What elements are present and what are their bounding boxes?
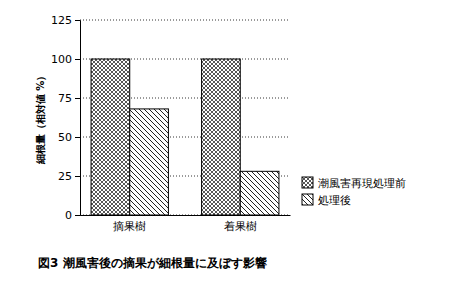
y-tick: 50 — [58, 131, 80, 144]
bars — [91, 59, 279, 215]
grid — [80, 20, 290, 215]
legend-swatch — [302, 194, 313, 205]
x-tick-label: 摘果樹 — [113, 220, 146, 233]
x-tick-label: 着果樹 — [224, 220, 257, 233]
bar — [202, 59, 241, 215]
y-tick-label: 50 — [58, 131, 72, 144]
bar — [240, 171, 279, 215]
y-axis: 0 25 50 75 100 125 — [51, 14, 81, 222]
legend-item: 処理後 — [302, 194, 351, 207]
y-tick-label: 25 — [58, 170, 72, 183]
legend-swatch — [302, 177, 313, 188]
plot: 0 25 50 75 100 125 摘果樹 着果樹 — [51, 14, 291, 233]
chart: 0 25 50 75 100 125 摘果樹 着果樹 細根量（相対値 %） 潮風害再現処理前処理後… — [0, 0, 455, 289]
bar — [130, 109, 169, 215]
x-tick: 摘果樹 — [113, 215, 146, 233]
legend-label: 潮風害再現処理前 — [318, 177, 406, 190]
grid-line — [80, 20, 290, 21]
x-tick: 着果樹 — [224, 215, 257, 233]
y-tick-mark — [75, 137, 80, 138]
title: 図3 潮風害後の摘果が細根量に及ぼす影響 — [38, 256, 267, 270]
y-tick-label: 100 — [51, 53, 72, 66]
legend-label: 処理後 — [318, 194, 351, 207]
x-axis-line — [81, 215, 291, 216]
y-tick-mark — [75, 59, 80, 60]
x-axis: 摘果樹 着果樹 — [81, 215, 291, 233]
y-tick-mark — [75, 20, 80, 21]
y-tick-mark — [75, 98, 80, 99]
y-tick: 100 — [51, 53, 80, 66]
bar — [91, 59, 130, 215]
y-tick-label: 75 — [58, 92, 72, 105]
y-tick: 25 — [58, 170, 80, 183]
legend-item: 潮風害再現処理前 — [302, 177, 406, 190]
y-tick: 0 — [65, 209, 80, 222]
y-tick: 125 — [51, 14, 80, 27]
y-axis-title: 細根量（相対値 %） — [35, 71, 46, 166]
y-tick-mark — [75, 215, 80, 216]
y-axis-line — [75, 21, 81, 216]
y-tick-label: 125 — [51, 14, 72, 27]
y-tick: 75 — [58, 92, 80, 105]
y-tick-mark — [75, 176, 80, 177]
legend: 潮風害再現処理前処理後 — [302, 177, 406, 207]
y-tick-label: 0 — [65, 209, 72, 222]
